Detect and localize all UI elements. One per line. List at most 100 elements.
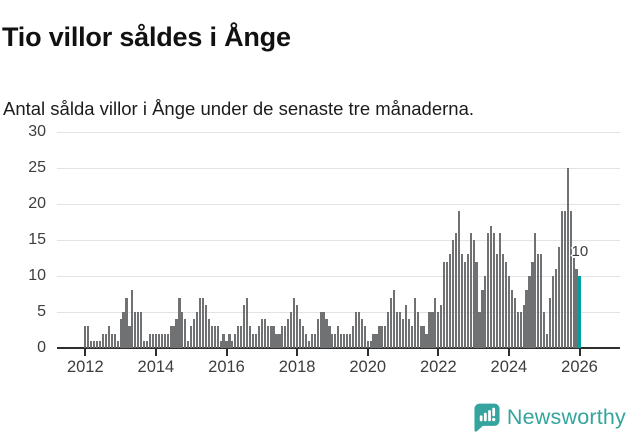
bar <box>319 312 322 348</box>
bar <box>296 304 299 348</box>
bar <box>416 312 419 348</box>
bar <box>104 333 107 348</box>
bar <box>140 312 143 348</box>
bar <box>410 326 413 348</box>
bar <box>204 304 207 348</box>
bar <box>575 268 578 348</box>
bar <box>490 225 493 348</box>
bar <box>148 333 152 348</box>
bar <box>190 326 193 348</box>
bar <box>566 168 569 348</box>
bar <box>328 326 331 348</box>
bar <box>537 254 540 348</box>
x-axis-tick <box>154 349 157 356</box>
x-axis-tick-label: 2026 <box>561 358 598 376</box>
bar <box>457 211 460 348</box>
bar <box>134 312 137 348</box>
bar <box>240 326 243 348</box>
bar <box>237 326 240 348</box>
bar <box>131 290 134 348</box>
bar <box>201 297 205 348</box>
bar <box>534 232 537 348</box>
bar <box>207 319 210 348</box>
bar <box>572 254 575 348</box>
bar <box>260 319 263 348</box>
bar <box>504 261 508 348</box>
bar <box>440 304 443 348</box>
bar <box>401 319 405 348</box>
bar <box>563 211 566 348</box>
y-axis-tick-label: 10 <box>28 267 46 284</box>
bar <box>166 333 169 348</box>
bar <box>184 319 187 348</box>
bar <box>366 340 369 348</box>
page-title: Tio villor såldes i Ånge <box>2 22 291 53</box>
bar <box>425 333 428 348</box>
bar <box>346 333 349 348</box>
bar <box>122 312 125 348</box>
bar <box>293 297 296 348</box>
bar <box>551 276 555 348</box>
bar <box>431 312 434 348</box>
highlighted-bar <box>578 276 581 348</box>
bar <box>287 319 290 348</box>
bar <box>225 340 228 348</box>
bar <box>172 326 175 348</box>
bar <box>145 340 149 348</box>
bar <box>384 326 387 348</box>
bar <box>95 340 99 348</box>
bar <box>387 312 390 348</box>
bar <box>125 297 128 348</box>
bar <box>513 297 516 348</box>
bar <box>469 232 472 348</box>
bar <box>528 276 531 348</box>
bar <box>193 319 196 348</box>
bar <box>93 340 96 348</box>
bar <box>284 326 287 348</box>
bar <box>510 290 513 348</box>
bar <box>313 333 316 348</box>
bar <box>404 304 408 348</box>
bar <box>154 333 157 348</box>
y-axis-tick-label: 0 <box>37 339 46 356</box>
bar <box>198 297 202 348</box>
x-axis-tick <box>578 349 581 356</box>
bar <box>351 326 355 348</box>
x-axis-tick-label: 2012 <box>66 358 104 376</box>
newsworthy-icon <box>474 403 500 432</box>
bar <box>163 333 166 348</box>
bar <box>181 312 184 348</box>
bar <box>334 333 337 348</box>
bar <box>448 254 452 348</box>
bar <box>507 276 510 348</box>
newsworthy-logo[interactable]: Newsworthy <box>474 403 626 432</box>
bar <box>275 333 278 348</box>
bar <box>143 340 146 348</box>
x-axis-line <box>57 347 620 349</box>
x-axis-tick-label: 2024 <box>490 358 528 376</box>
bar <box>460 254 463 348</box>
bar <box>484 276 487 348</box>
bar <box>419 326 422 348</box>
bar <box>178 297 181 348</box>
bar <box>307 340 310 348</box>
bar <box>478 312 481 348</box>
bar <box>522 304 525 348</box>
bar <box>451 240 455 348</box>
bar <box>243 304 246 348</box>
bar <box>437 312 440 348</box>
bar <box>231 340 234 348</box>
x-axis-tick <box>296 349 299 356</box>
gridline <box>57 276 620 277</box>
bar <box>372 333 375 348</box>
x-axis-tick-label: 2016 <box>208 358 245 376</box>
last-value-label: 10 <box>571 243 589 260</box>
bar <box>216 326 219 348</box>
bar <box>487 232 490 348</box>
bar <box>343 333 346 348</box>
bar <box>496 254 499 348</box>
bar <box>337 326 340 348</box>
bar <box>369 340 372 348</box>
bar <box>175 319 178 348</box>
